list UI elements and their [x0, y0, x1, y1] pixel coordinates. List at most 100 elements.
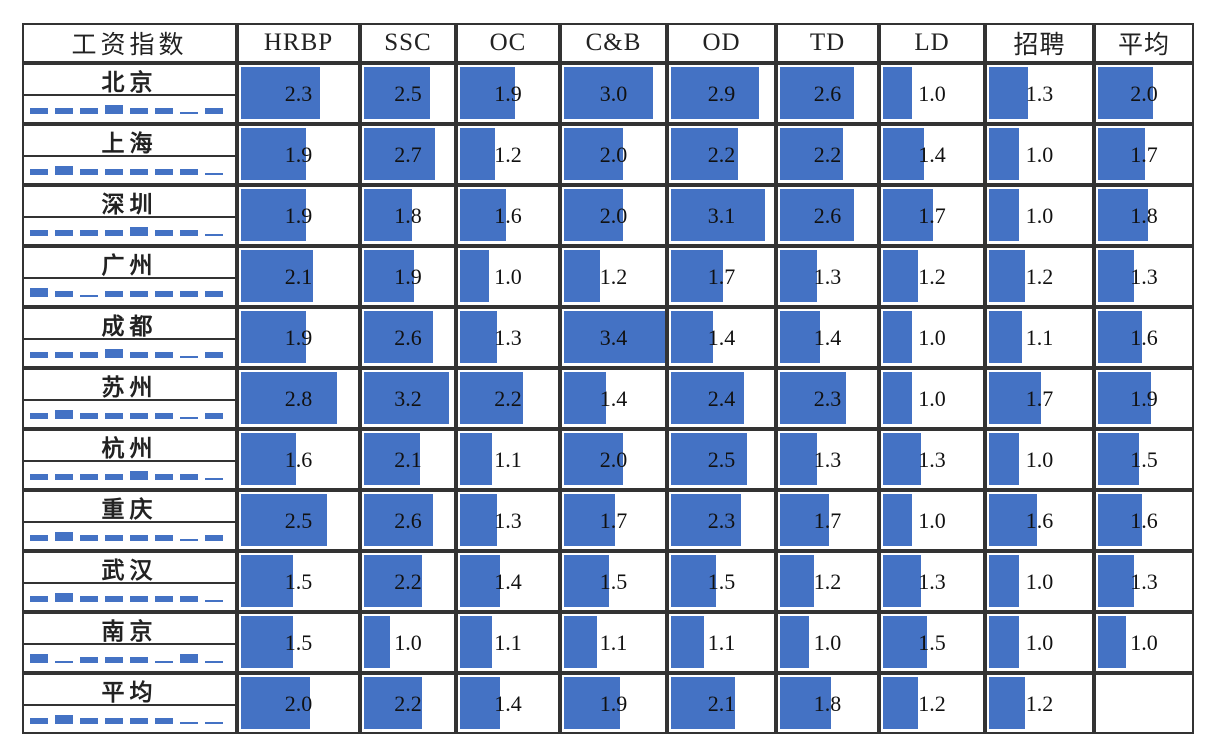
- data-label: 1.5: [284, 629, 313, 655]
- city-cell: 平均: [22, 673, 237, 734]
- data-bar: [364, 555, 423, 607]
- data-label: 2.5: [707, 446, 736, 472]
- value-cell: 1.9: [237, 185, 360, 246]
- value-cell: 1.6: [1094, 490, 1194, 551]
- sparkline-bar: [55, 715, 73, 724]
- data-bar: [883, 250, 919, 302]
- value-cell: 1.1: [985, 307, 1094, 368]
- data-bar: [883, 189, 933, 241]
- wage-index-table: 工资指数 HRBP SSC OC C&B OD TD LD 招聘 平均 北京 2.3 2.5 1.9 3.0…: [22, 23, 1194, 734]
- value-cell: 1.8: [360, 185, 456, 246]
- sparkline-bar: [105, 657, 123, 663]
- data-bar: [460, 555, 501, 607]
- data-bar: [989, 250, 1026, 302]
- value-cell: 1.2: [879, 246, 985, 307]
- value-cell: 1.0: [456, 246, 560, 307]
- value-cell: 2.3: [667, 490, 776, 551]
- data-bar: [671, 433, 747, 485]
- value-cell: 1.9: [1094, 368, 1194, 429]
- sparkline-bar: [30, 596, 48, 602]
- data-label: 1.6: [494, 202, 522, 228]
- value-cell: 1.7: [560, 490, 667, 551]
- data-label: 1.1: [599, 629, 628, 655]
- sparkline-bar: [180, 417, 198, 419]
- data-bar: [1098, 189, 1148, 241]
- data-bar: [460, 433, 492, 485]
- value-cell: 2.6: [360, 307, 456, 368]
- value-cell: 1.0: [776, 612, 879, 673]
- value-cell: 1.3: [776, 246, 879, 307]
- sparkline-bar: [155, 108, 173, 114]
- value-cell: 1.6: [985, 490, 1094, 551]
- value-cell: 1.0: [879, 368, 985, 429]
- data-label: 1.7: [813, 507, 842, 533]
- data-bar: [460, 67, 515, 119]
- value-cell: 2.9: [667, 63, 776, 124]
- value-cell: 2.1: [667, 673, 776, 734]
- data-label: 1.1: [494, 629, 522, 655]
- value-cell: 3.4: [560, 307, 667, 368]
- data-label: 1.3: [918, 446, 946, 472]
- sparkline-bar: [105, 291, 123, 297]
- data-label: 1.9: [599, 690, 628, 716]
- value-cell: 1.4: [776, 307, 879, 368]
- sparkline-bar: [180, 596, 198, 602]
- value-cell: 1.0: [879, 63, 985, 124]
- value-cell: 1.6: [1094, 307, 1194, 368]
- sparkline-bar: [130, 471, 148, 480]
- data-label: 1.5: [1130, 446, 1158, 472]
- value-cell: 1.2: [985, 246, 1094, 307]
- data-bar: [671, 677, 735, 729]
- data-bar: [883, 494, 913, 546]
- data-bar: [780, 555, 815, 607]
- sparkline-bar: [80, 474, 98, 480]
- data-bar: [364, 372, 449, 424]
- data-label: 2.2: [394, 690, 422, 716]
- sparkline-bar: [30, 654, 48, 663]
- data-label: 1.3: [1130, 263, 1158, 289]
- data-bar: [460, 494, 498, 546]
- sparkline-bar: [205, 291, 223, 297]
- data-bar: [1098, 433, 1140, 485]
- data-bar: [364, 67, 431, 119]
- data-label: 1.4: [707, 324, 736, 350]
- data-label: 1.0: [918, 385, 946, 411]
- city-label: 成都: [24, 309, 235, 340]
- data-bar: [241, 433, 297, 485]
- data-label: 1.5: [284, 568, 313, 594]
- data-bar: [989, 128, 1020, 180]
- data-label: 1.0: [1025, 202, 1054, 228]
- data-bar: [364, 189, 412, 241]
- city-sparkline: [30, 581, 229, 610]
- sparkline-bar: [130, 169, 148, 175]
- data-label: 2.3: [813, 385, 842, 411]
- city-cell: 深圳: [22, 185, 237, 246]
- data-label: 1.6: [1025, 507, 1054, 533]
- value-cell: 2.7: [360, 124, 456, 185]
- data-bar: [564, 128, 624, 180]
- data-bar: [564, 494, 615, 546]
- data-label: 2.5: [284, 507, 313, 533]
- value-cell: 1.7: [1094, 124, 1194, 185]
- data-label: 1.0: [1025, 446, 1054, 472]
- data-bar: [460, 128, 495, 180]
- value-cell: 1.9: [237, 124, 360, 185]
- city-sparkline: [30, 154, 229, 183]
- city-cell: 上海: [22, 124, 237, 185]
- data-bar: [364, 250, 415, 302]
- data-label: 1.6: [1130, 507, 1158, 533]
- data-bar: [1098, 128, 1145, 180]
- city-cell: 成都: [22, 307, 237, 368]
- value-cell: 2.5: [237, 490, 360, 551]
- data-label: 1.0: [494, 263, 522, 289]
- data-bar: [780, 677, 832, 729]
- data-bar: [241, 189, 307, 241]
- sparkline-bar: [30, 230, 48, 236]
- sparkline-bar: [180, 291, 198, 297]
- sparkline-bar: [55, 230, 73, 236]
- value-cell: 1.6: [456, 185, 560, 246]
- sparkline-bar: [155, 596, 173, 602]
- data-bar: [1098, 311, 1143, 363]
- data-bar: [671, 372, 744, 424]
- sparkline-bar: [80, 718, 98, 724]
